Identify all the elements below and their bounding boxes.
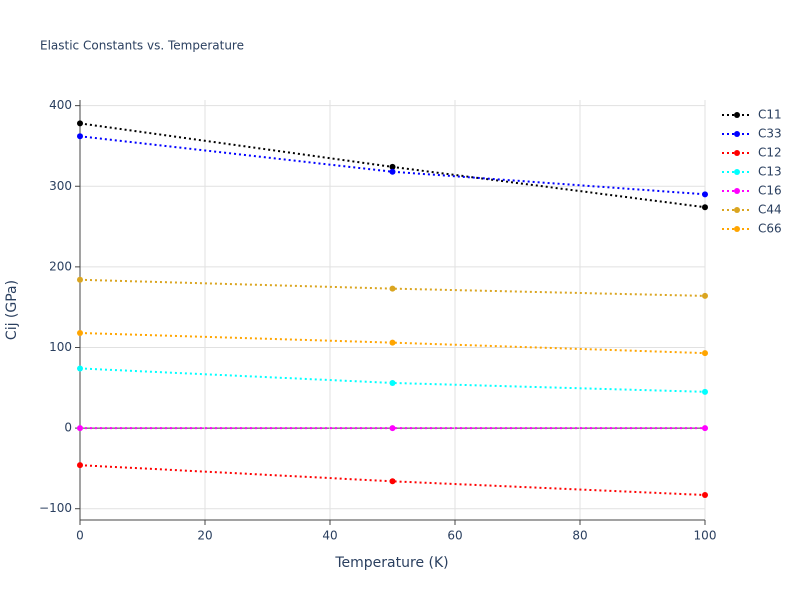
data-point [389,379,396,386]
legend-marker [734,188,740,194]
legend-label: C13 [758,165,782,179]
data-point [389,339,396,346]
x-tick-label: 60 [447,529,462,543]
data-point [77,276,83,283]
data-point [702,388,708,395]
series-line [79,367,706,393]
data-point [77,462,83,469]
y-tick-label: 200 [49,259,72,273]
legend-marker [734,112,740,118]
series-line [79,331,706,355]
data-point [702,191,708,198]
x-axis-title: Temperature (K) [334,555,448,571]
x-tick-label: 20 [197,529,212,543]
legend-label: C33 [758,127,782,141]
data-point [389,285,396,292]
series-line [79,278,706,297]
data-point [702,492,708,499]
data-point [77,425,83,432]
legend-label: C11 [758,108,782,122]
legend-label: C66 [758,222,782,236]
x-tick-label: 100 [694,529,717,543]
legend-label: C12 [758,146,782,160]
data-point [77,329,83,336]
x-tick-label: 40 [322,529,337,543]
y-tick-label: −100 [39,501,72,515]
chart-title: Elastic Constants vs. Temperature [40,39,244,53]
y-tick-label: 0 [64,421,72,435]
legend-label: C44 [758,203,782,217]
data-point [702,350,708,357]
data-point [702,425,708,432]
legend-marker [734,131,740,137]
legend-marker [734,169,740,175]
legend-marker [734,150,740,156]
x-tick-label: 80 [572,529,587,543]
y-axis-title: Cij (GPa) [4,280,20,340]
data-point [702,292,708,299]
data-point [389,478,396,485]
data-point [389,425,396,432]
legend-marker [734,207,740,213]
legend-marker [734,226,740,232]
x-tick-label: 0 [76,529,84,543]
series-line [79,464,706,497]
data-point [77,365,83,372]
y-tick-label: 100 [49,340,72,354]
data-point [77,133,83,140]
y-tick-label: 400 [49,98,72,112]
legend-label: C16 [758,184,782,198]
data-point [389,163,396,170]
y-tick-label: 300 [49,179,72,193]
data-point [389,168,396,175]
data-point [702,204,708,211]
data-point [77,120,83,127]
